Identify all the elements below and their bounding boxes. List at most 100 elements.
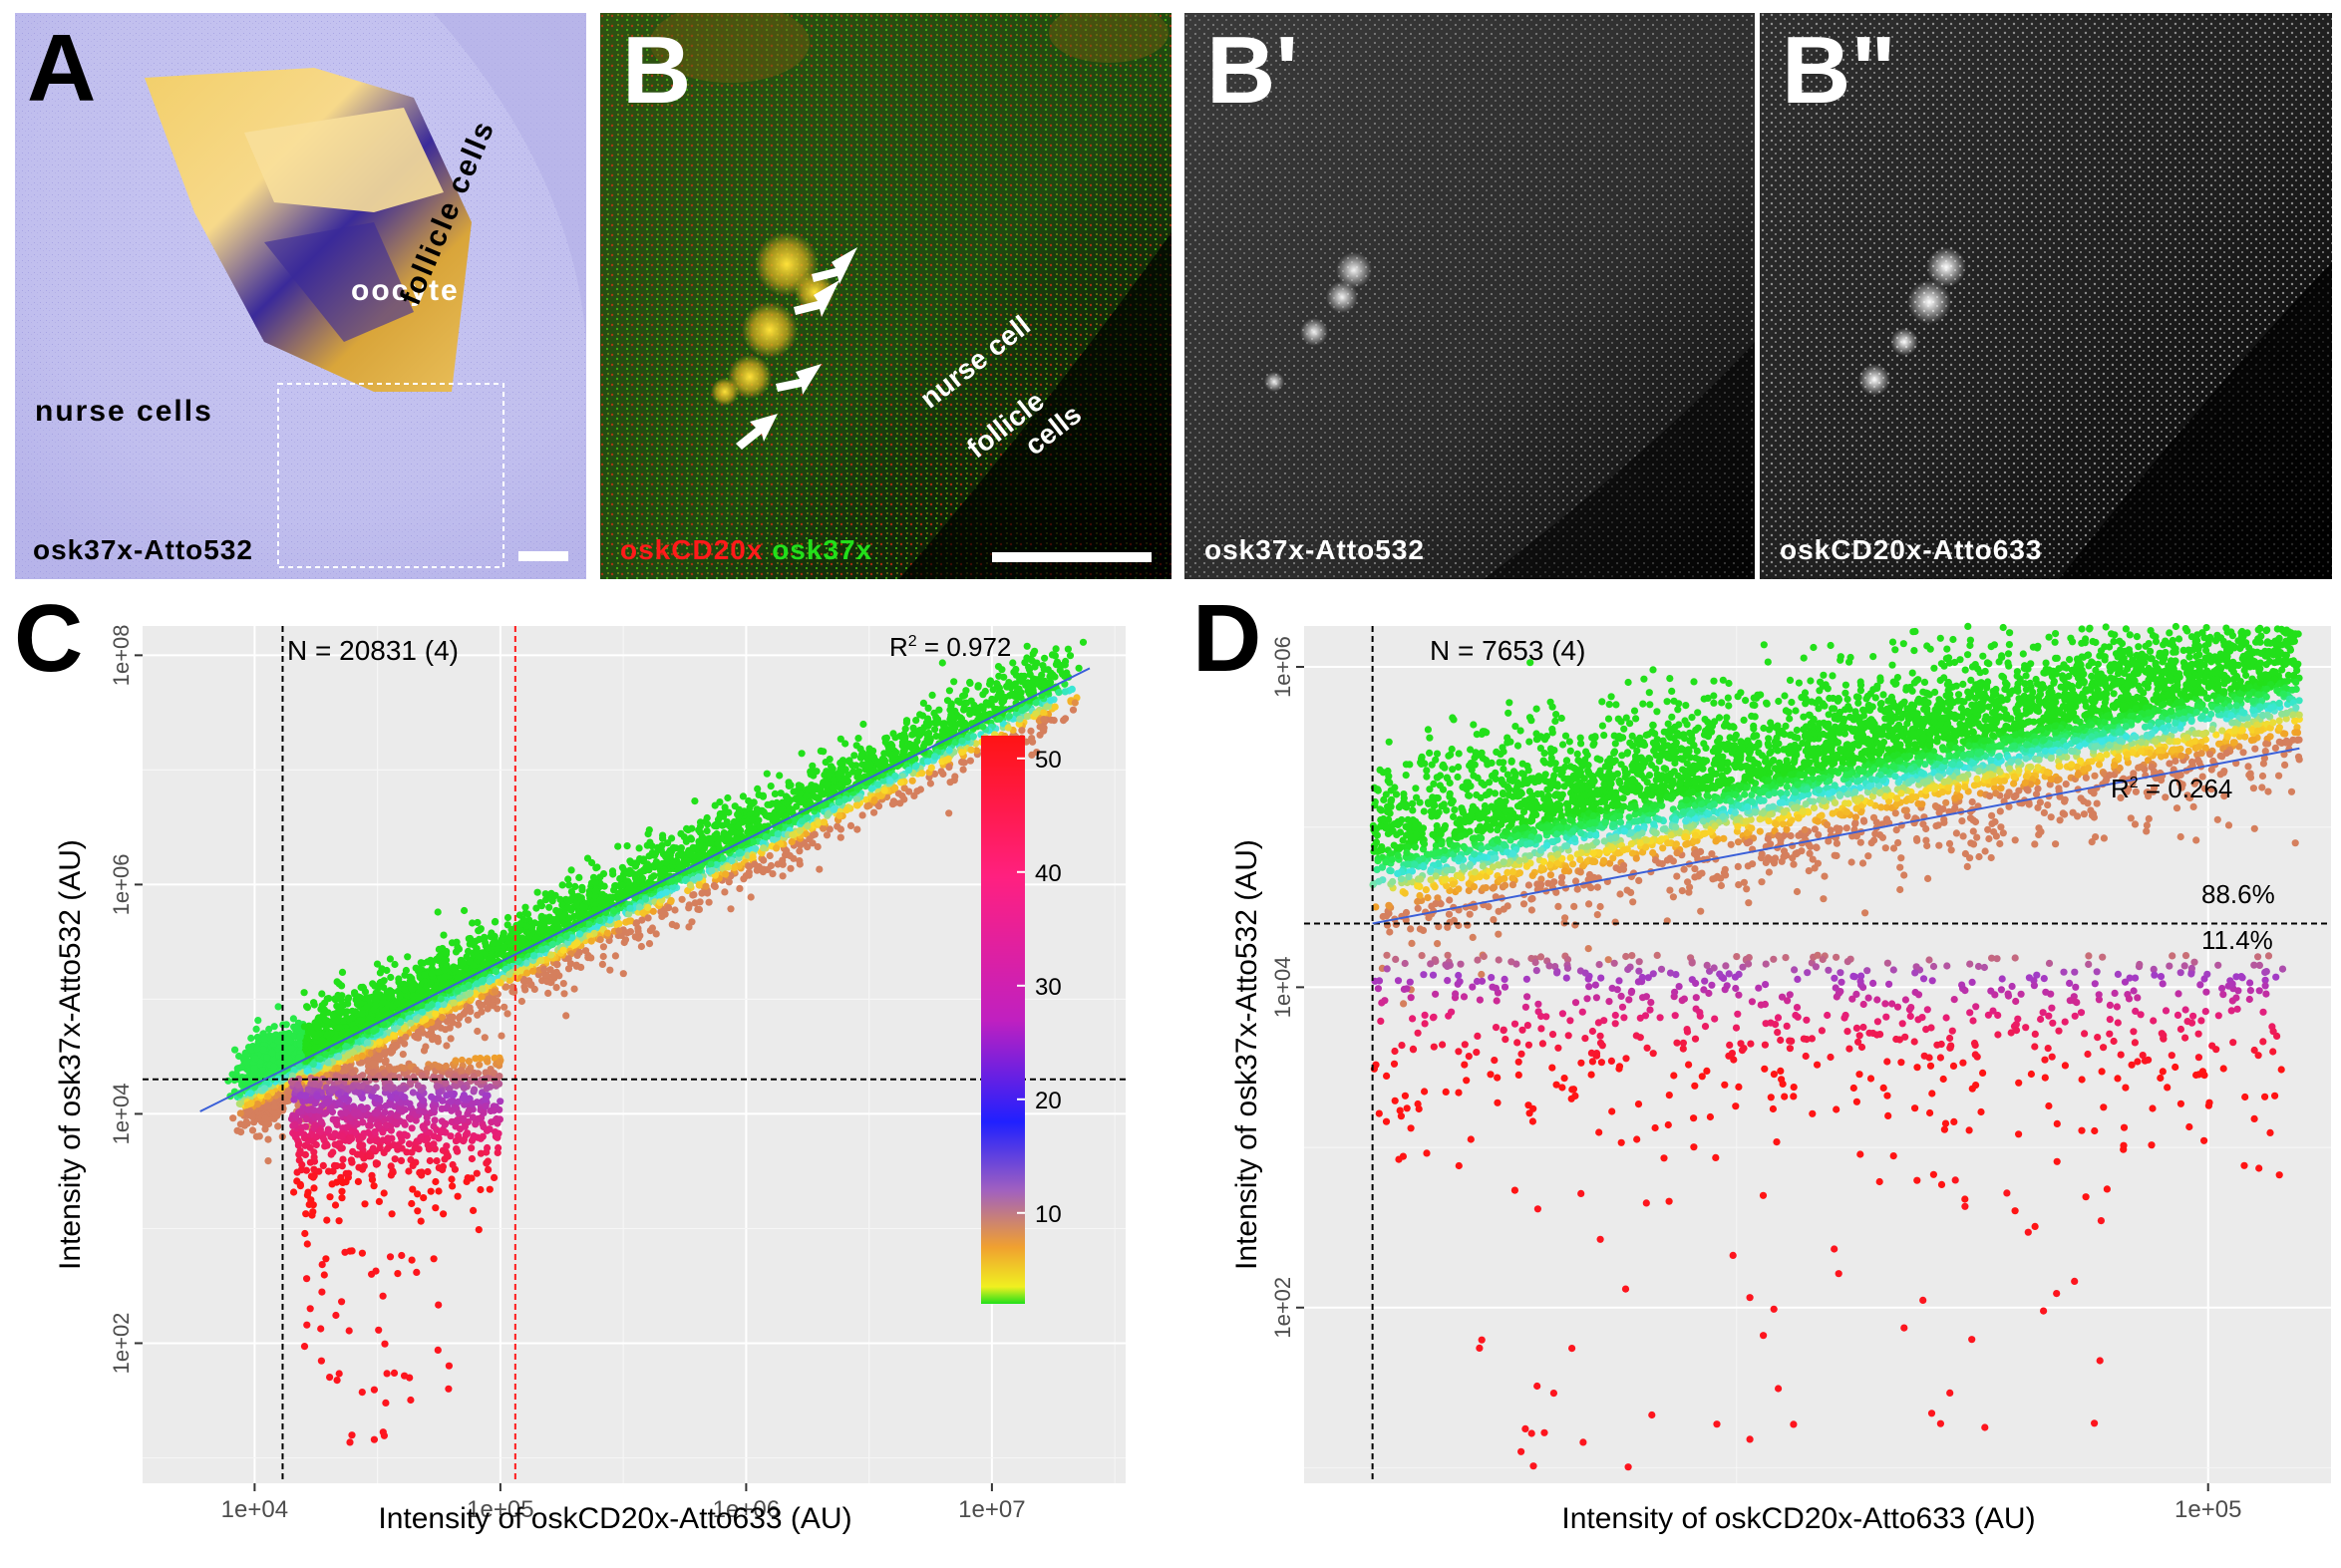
data-point — [523, 969, 531, 977]
data-point — [812, 793, 820, 801]
data-point — [547, 951, 555, 959]
data-point — [836, 759, 844, 767]
data-point — [908, 777, 916, 784]
data-point — [338, 968, 347, 976]
data-point — [616, 874, 624, 883]
data-point — [402, 966, 410, 975]
data-point — [533, 888, 541, 896]
data-point — [785, 782, 793, 789]
data-point — [474, 1027, 482, 1036]
data-point — [472, 990, 480, 998]
data-point — [348, 1007, 356, 1015]
data-point — [274, 1122, 282, 1130]
data-point — [912, 763, 920, 771]
data-point — [727, 905, 735, 913]
data-point — [771, 815, 779, 823]
data-point — [683, 824, 691, 832]
data-point — [739, 792, 748, 800]
data-point — [408, 980, 416, 988]
data-point — [383, 1010, 391, 1018]
data-point — [532, 934, 540, 942]
data-point — [482, 939, 490, 947]
caption-b-green: osk37x — [772, 534, 873, 565]
data-point — [862, 795, 870, 803]
data-point — [599, 952, 607, 961]
data-point — [323, 995, 331, 1003]
data-point — [924, 715, 932, 723]
data-point — [408, 985, 416, 993]
data-point — [635, 844, 643, 852]
data-point — [545, 903, 553, 911]
data-point — [974, 683, 982, 691]
data-point — [857, 751, 866, 759]
data-point — [668, 834, 676, 842]
data-point — [796, 860, 804, 868]
data-point — [923, 758, 932, 766]
data-point — [807, 771, 815, 779]
data-point — [916, 727, 924, 735]
data-point — [779, 805, 787, 813]
data-point — [815, 818, 823, 826]
data-point — [345, 1015, 353, 1023]
data-point — [231, 1046, 239, 1054]
data-point — [478, 993, 486, 1001]
panel-a-image — [15, 13, 586, 579]
data-point — [694, 905, 702, 913]
data-point — [376, 969, 384, 977]
data-point — [475, 927, 483, 935]
data-point — [664, 839, 672, 847]
data-point — [1029, 650, 1037, 658]
data-point — [745, 871, 753, 879]
data-point — [247, 1046, 255, 1054]
data-point — [1071, 699, 1079, 707]
data-point — [343, 1008, 351, 1016]
data-point — [635, 869, 643, 877]
data-point — [652, 858, 661, 866]
data-point — [1023, 642, 1031, 650]
data-point — [511, 928, 519, 936]
data-point — [241, 1049, 249, 1057]
data-point — [686, 881, 695, 889]
data-point — [372, 989, 380, 997]
data-point — [243, 1058, 251, 1066]
data-point — [796, 826, 805, 834]
data-point — [973, 747, 981, 755]
data-point — [235, 1099, 243, 1107]
data-point — [253, 1045, 261, 1053]
data-point — [637, 942, 646, 951]
data-point — [1040, 709, 1048, 717]
data-point — [1009, 659, 1017, 667]
data-point — [1060, 717, 1068, 725]
data-point — [439, 1014, 447, 1022]
data-point — [481, 1034, 489, 1042]
data-point — [440, 931, 448, 939]
data-point — [333, 1017, 342, 1025]
data-point — [502, 983, 510, 991]
data-point — [1024, 679, 1032, 687]
data-point — [264, 1157, 272, 1165]
scale-bar — [992, 552, 1152, 562]
data-point — [866, 751, 875, 759]
data-point — [567, 866, 575, 874]
data-point — [240, 1121, 248, 1129]
data-point — [363, 1039, 372, 1047]
data-point — [891, 734, 899, 742]
panel-b-double-prime: B" oskCD20x-Atto633 — [1760, 13, 2332, 579]
data-point — [611, 952, 620, 960]
data-point — [235, 1052, 243, 1061]
data-point — [481, 933, 489, 941]
data-point — [947, 702, 955, 710]
data-point — [385, 1034, 393, 1043]
data-point — [685, 901, 693, 909]
data-point — [825, 810, 833, 818]
data-point — [524, 931, 532, 940]
data-point — [254, 1017, 262, 1025]
data-point — [787, 864, 795, 872]
caption-b-red: oskCD20x — [620, 534, 764, 565]
data-point — [387, 973, 395, 982]
data-point — [836, 798, 843, 806]
data-point — [959, 766, 967, 774]
data-point — [282, 1021, 290, 1029]
data-point — [442, 1026, 450, 1034]
data-point — [646, 927, 655, 935]
